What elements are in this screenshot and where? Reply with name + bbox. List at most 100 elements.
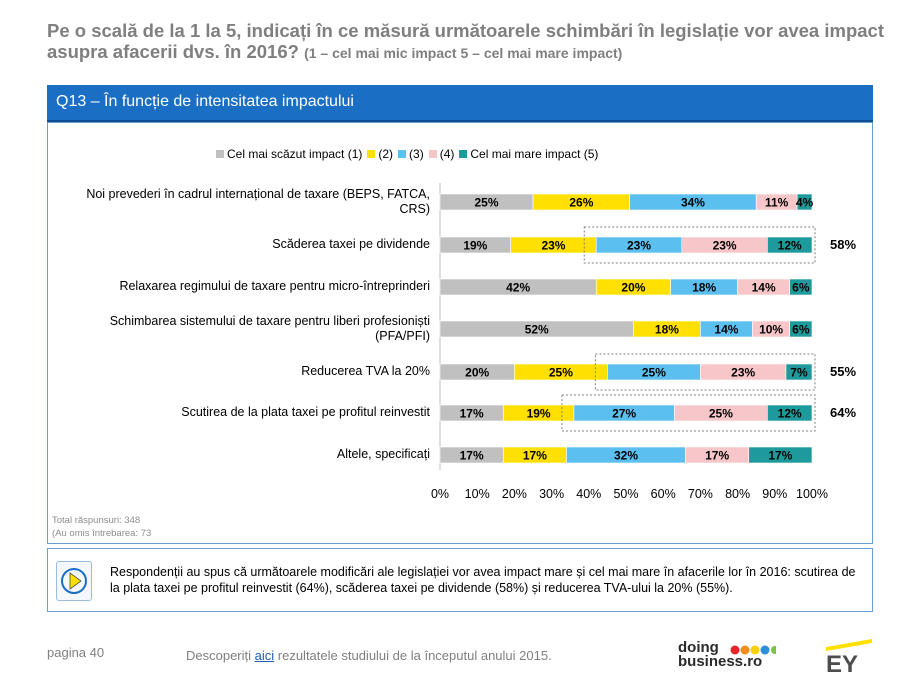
legend-label: Cel mai scăzut impact (1) (227, 147, 363, 161)
x-tick-label: 50% (613, 487, 638, 501)
x-tick-label: 30% (539, 487, 564, 501)
x-tick-label: 100% (796, 487, 828, 501)
legend-item: Cel mai mare impact (5) (459, 147, 598, 161)
bar-label: 19% (463, 239, 487, 253)
title-sub: (1 – cel mai mic impact 5 – cel mai mare… (304, 45, 623, 61)
bar-label: 25% (642, 366, 666, 380)
discover-line: Descoperiți aici rezultatele studiului d… (186, 648, 552, 663)
chart-legend: Cel mai scăzut impact (1) (2) (3) (4) Cel ma… (216, 147, 603, 161)
highlight-box (561, 394, 816, 432)
legend-item: (4) (428, 147, 455, 161)
highlight-box (594, 353, 816, 391)
bar-segment (748, 446, 813, 464)
bar-segment (789, 320, 813, 338)
legend-label: (3) (409, 147, 424, 161)
bar-segment (767, 236, 813, 254)
x-tick-label: 90% (762, 487, 787, 501)
bar-label: 10% (759, 323, 783, 337)
discover-before: Descoperiți (186, 648, 255, 663)
highlight-percentage: 58% (830, 237, 857, 252)
ey-logo: EY (824, 637, 874, 680)
category-label: Schimbarea sistemului de taxare pentru l… (109, 314, 430, 343)
bar-label: 42% (506, 281, 530, 295)
legend-label: Cel mai mare impact (5) (470, 147, 599, 161)
bar-label: 6% (792, 323, 810, 337)
discover-link[interactable]: aici (254, 648, 275, 663)
bar-label: 17% (705, 449, 729, 463)
legend-label: (2) (378, 147, 394, 161)
highlight-percentage: 55% (830, 364, 857, 379)
category-label: Scutirea de la plata taxei pe profitul r… (181, 405, 430, 419)
bar-label: 32% (614, 449, 638, 463)
x-tick-label: 0% (431, 487, 449, 501)
brand-dots-icon (730, 645, 776, 655)
highlight-box (583, 226, 816, 264)
ey-logo-text: EY (826, 651, 858, 675)
legend-item: (3) (398, 147, 424, 161)
bar-segment (796, 193, 813, 211)
banner-label: Q13 – În funcție de intensitatea impactu… (56, 93, 354, 110)
section-banner: Q13 – În funcție de intensitatea impactu… (47, 85, 873, 123)
bar-label: 12% (778, 239, 802, 253)
x-tick-label: 20% (502, 487, 527, 501)
bar-label: 17% (523, 449, 547, 463)
brand-line1: doing (678, 639, 719, 656)
bar-label: 18% (692, 281, 716, 295)
bar-label: 17% (460, 407, 484, 421)
bar-label: 18% (655, 323, 679, 337)
bar-label: 14% (752, 281, 776, 295)
legend-swatch (428, 150, 437, 158)
chart-panel (47, 122, 873, 544)
category-label: Relaxarea regimului de taxare pentru mic… (119, 279, 430, 293)
bar-label: 23% (627, 239, 651, 253)
category-label: Noi prevederi în cadrul internațional de… (86, 187, 430, 216)
bar-segment (785, 363, 813, 381)
category-label: Reducerea TVA la 20% (301, 364, 430, 378)
bar-label: 23% (731, 366, 755, 380)
bar-label: 25% (474, 196, 498, 210)
legend-swatch (459, 150, 468, 158)
play-arrow-icon (56, 561, 92, 601)
bar-label: 6% (792, 281, 810, 295)
bar-label: 4% (796, 196, 814, 210)
x-tick-label: 40% (576, 487, 601, 501)
legend-swatch (398, 150, 407, 158)
page-title: Pe o scală de la 1 la 5, indicați în ce … (47, 20, 907, 64)
bar-label: 23% (713, 239, 737, 253)
bar-label: 34% (681, 196, 705, 210)
title-main: Pe o scală de la 1 la 5, indicați în ce … (47, 20, 884, 62)
bar-label: 11% (765, 196, 789, 210)
discover-after: rezultatele studiului de la începutul an… (274, 648, 552, 663)
doingbusiness-logo: doing business.ro (678, 639, 776, 670)
x-tick-label: 60% (651, 487, 676, 501)
legend-item: (2) (367, 147, 393, 161)
bar-label: 52% (525, 323, 549, 337)
page-number: pagina 40 (47, 645, 105, 660)
bar-label: 20% (621, 281, 645, 295)
highlight-percentage: 64% (830, 405, 857, 420)
legend-label: (4) (439, 147, 455, 161)
summary-text: Respondenții au spus că următoarele modi… (110, 565, 856, 595)
bar-segment (789, 278, 813, 296)
x-tick-label: 80% (725, 487, 750, 501)
bar-label: 17% (768, 449, 792, 463)
bar-label: 19% (527, 407, 551, 421)
footnote-total: Total răspunsuri: 348 (52, 515, 141, 526)
legend-swatch (367, 150, 376, 158)
bar-label: 26% (569, 196, 593, 210)
category-label: Scăderea taxei pe dividende (272, 237, 430, 251)
brand-line2: business.ro (678, 653, 763, 670)
bar-label: 20% (465, 366, 489, 380)
legend-item: Cel mai scăzut impact (1) (216, 147, 362, 161)
category-label: Altele, specificați (336, 447, 430, 461)
bar-segment (767, 404, 813, 422)
x-tick-label: 10% (465, 487, 490, 501)
bar-label: 23% (541, 239, 565, 253)
bar-label: 27% (612, 407, 636, 421)
bar-label: 25% (549, 366, 573, 380)
legend-swatch (216, 150, 224, 158)
bar-label: 14% (714, 323, 738, 337)
bar-label: 7% (790, 366, 808, 380)
summary-box: Respondenții au spus că următoarele modi… (47, 548, 873, 612)
bar-label: 12% (778, 407, 802, 421)
